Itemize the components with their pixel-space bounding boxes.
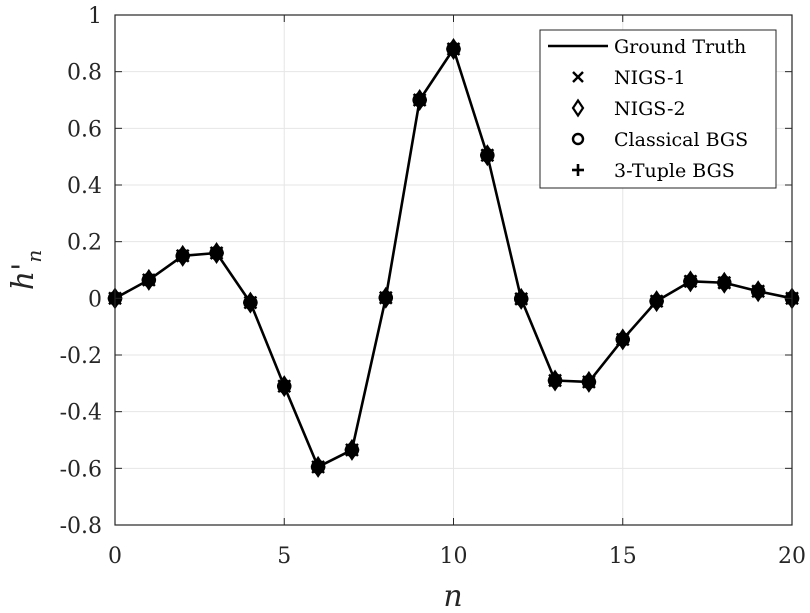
- data-point: [414, 94, 426, 106]
- y-axis-label-subscript: n: [22, 250, 46, 263]
- legend-label: NIGS-2: [614, 98, 686, 120]
- y-tick-label: -0.4: [60, 401, 102, 426]
- y-tick-label: -0.8: [60, 514, 102, 539]
- legend-label: Ground Truth: [614, 36, 746, 58]
- legend-item: NIGS-1: [572, 67, 686, 89]
- y-tick-label: 0.8: [67, 61, 102, 86]
- x-tick-label: 20: [778, 544, 806, 569]
- data-point: [346, 444, 358, 456]
- x-tick-label: 0: [108, 544, 122, 569]
- legend-label: 3-Tuple BGS: [614, 160, 735, 182]
- circle-marker: [571, 132, 585, 146]
- y-tick-label: 1: [88, 4, 102, 29]
- legend-label: NIGS-1: [614, 67, 686, 89]
- y-tick-label: 0: [88, 287, 102, 312]
- axis-ticks: [114, 14, 793, 526]
- y-tick-label: -0.6: [60, 457, 102, 482]
- series-layer: [107, 38, 800, 478]
- data-point: [718, 277, 730, 289]
- x-tick-label: 10: [440, 544, 468, 569]
- data-point: [448, 43, 459, 55]
- data-point: [684, 275, 696, 287]
- data-point: [211, 247, 223, 259]
- legend-item: NIGS-2: [571, 98, 686, 120]
- data-point: [143, 274, 155, 286]
- data-point: [380, 292, 392, 304]
- data-point: [515, 293, 527, 305]
- legend-item: Classical BGS: [571, 129, 748, 151]
- y-tick-label: 0.6: [67, 117, 102, 142]
- y-tick-label: 0.4: [67, 174, 102, 199]
- tick-labels: 0 5 10 15 20 -0.8 -0.6 -0.4 -0.2 0 0.2 0.4 0.6 0.8 1: [60, 4, 806, 569]
- x-tick-label: 15: [609, 544, 637, 569]
- y-axis-label: h'n: [6, 250, 46, 290]
- data-point: [177, 250, 189, 262]
- data-point: [278, 380, 290, 392]
- data-point: [651, 295, 663, 307]
- data-point: [312, 461, 324, 473]
- x-marker: [572, 71, 584, 83]
- data-point: [244, 297, 256, 309]
- y-tick-label: 0.2: [67, 231, 102, 256]
- data-point: [617, 333, 629, 345]
- legend-label: Classical BGS: [614, 129, 748, 151]
- plus-marker: [572, 164, 584, 176]
- legend-item: 3-Tuple BGS: [572, 160, 735, 182]
- data-point: [481, 149, 493, 161]
- overlap-points: [109, 43, 798, 473]
- legend: Ground Truth NIGS-1 NIGS-2 Classical BGS 3-T…: [539, 29, 777, 189]
- x-axis-label: n: [443, 579, 462, 613]
- data-point: [583, 376, 595, 388]
- legend-item: Ground Truth: [548, 36, 746, 58]
- diamond-marker: [571, 98, 585, 118]
- y-axis-label-main: h': [6, 263, 41, 291]
- data-point: [549, 375, 561, 386]
- y-tick-label: -0.2: [60, 344, 102, 369]
- data-point: [752, 285, 764, 297]
- legend-box: [539, 29, 777, 189]
- x-tick-label: 5: [277, 544, 291, 569]
